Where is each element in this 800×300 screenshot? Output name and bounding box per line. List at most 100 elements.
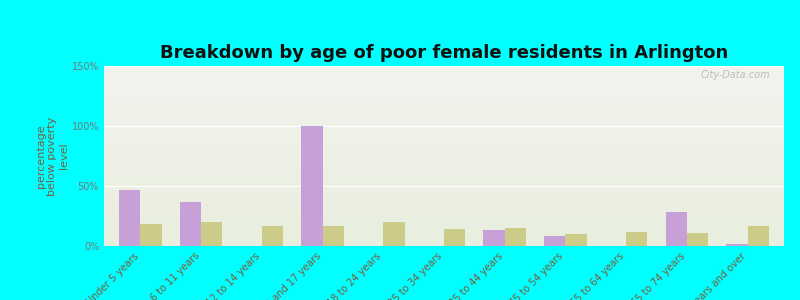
- Bar: [104, 163, 784, 164]
- Bar: [104, 106, 784, 107]
- Bar: [104, 197, 784, 198]
- Bar: [201, 222, 222, 246]
- Bar: [104, 142, 784, 143]
- Bar: [104, 148, 784, 149]
- Bar: [322, 226, 344, 246]
- Bar: [104, 70, 784, 71]
- Bar: [104, 90, 784, 91]
- Bar: [104, 149, 784, 150]
- Bar: [104, 194, 784, 195]
- Bar: [119, 190, 141, 246]
- Bar: [104, 84, 784, 85]
- Bar: [104, 152, 784, 153]
- Bar: [104, 224, 784, 225]
- Bar: [104, 99, 784, 100]
- Bar: [104, 69, 784, 70]
- Bar: [104, 73, 784, 74]
- Bar: [383, 222, 405, 246]
- Bar: [104, 226, 784, 227]
- Bar: [104, 242, 784, 243]
- Bar: [104, 86, 784, 87]
- Bar: [104, 87, 784, 88]
- Bar: [104, 210, 784, 211]
- Bar: [104, 158, 784, 159]
- Bar: [104, 113, 784, 114]
- Bar: [104, 157, 784, 158]
- Bar: [104, 199, 784, 200]
- Bar: [104, 110, 784, 111]
- Bar: [483, 230, 505, 246]
- Bar: [104, 204, 784, 205]
- Bar: [104, 104, 784, 105]
- Bar: [104, 212, 784, 213]
- Bar: [104, 195, 784, 196]
- Bar: [104, 77, 784, 78]
- Bar: [104, 108, 784, 109]
- Bar: [104, 205, 784, 206]
- Bar: [104, 138, 784, 139]
- Bar: [104, 180, 784, 181]
- Bar: [104, 206, 784, 207]
- Bar: [104, 168, 784, 169]
- Bar: [505, 228, 526, 246]
- Bar: [104, 202, 784, 203]
- Bar: [104, 109, 784, 110]
- Bar: [104, 75, 784, 76]
- Bar: [104, 245, 784, 246]
- Bar: [104, 144, 784, 145]
- Bar: [104, 203, 784, 204]
- Bar: [104, 143, 784, 144]
- Bar: [104, 223, 784, 224]
- Bar: [262, 226, 283, 246]
- Bar: [104, 132, 784, 133]
- Bar: [104, 129, 784, 130]
- Bar: [104, 228, 784, 229]
- Bar: [104, 214, 784, 215]
- Bar: [104, 102, 784, 103]
- Bar: [104, 208, 784, 209]
- Bar: [104, 196, 784, 197]
- Bar: [104, 188, 784, 189]
- Bar: [104, 128, 784, 129]
- Bar: [104, 165, 784, 166]
- Bar: [444, 229, 466, 246]
- Bar: [747, 226, 769, 246]
- Bar: [687, 233, 708, 246]
- Bar: [104, 96, 784, 97]
- Bar: [104, 167, 784, 168]
- Bar: [104, 91, 784, 92]
- Bar: [104, 89, 784, 90]
- Bar: [104, 117, 784, 118]
- Bar: [104, 79, 784, 80]
- Bar: [104, 172, 784, 173]
- Bar: [104, 136, 784, 137]
- Bar: [104, 166, 784, 167]
- Bar: [104, 85, 784, 86]
- Bar: [104, 83, 784, 84]
- Bar: [104, 154, 784, 155]
- Bar: [180, 202, 201, 246]
- Bar: [104, 135, 784, 136]
- Bar: [104, 218, 784, 219]
- Bar: [104, 155, 784, 156]
- Bar: [104, 160, 784, 161]
- Bar: [104, 130, 784, 131]
- Bar: [104, 139, 784, 140]
- Bar: [104, 71, 784, 72]
- Bar: [104, 67, 784, 68]
- Bar: [104, 171, 784, 172]
- Bar: [104, 150, 784, 151]
- Bar: [104, 173, 784, 174]
- Bar: [104, 178, 784, 179]
- Bar: [104, 120, 784, 121]
- Bar: [104, 174, 784, 175]
- Bar: [104, 131, 784, 132]
- Bar: [104, 66, 784, 67]
- Bar: [104, 236, 784, 237]
- Bar: [104, 185, 784, 186]
- Bar: [104, 146, 784, 147]
- Bar: [104, 193, 784, 194]
- Bar: [104, 76, 784, 77]
- Bar: [104, 74, 784, 75]
- Bar: [104, 105, 784, 106]
